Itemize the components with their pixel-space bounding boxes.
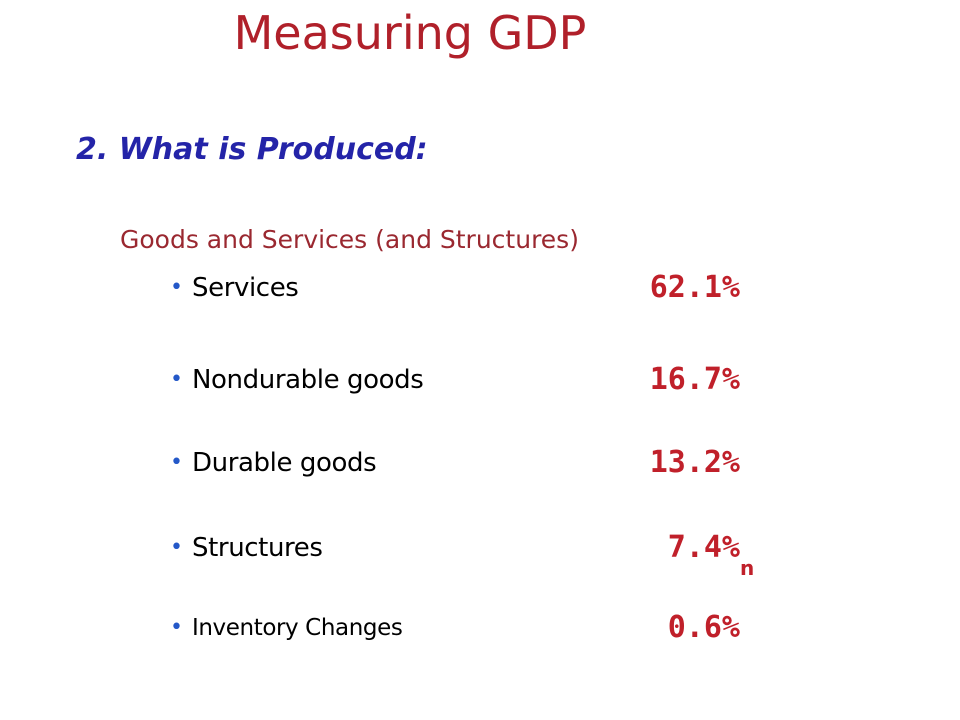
item-label: Inventory Changes: [192, 615, 403, 641]
list-item-services: • Services 62.1%: [170, 268, 790, 308]
footnote-marker: n: [740, 556, 755, 580]
item-label: Services: [192, 273, 299, 303]
list-item-structures: • Structures 7.4%: [170, 528, 790, 568]
item-label: Nondurable goods: [192, 365, 424, 395]
item-label: Structures: [192, 533, 323, 563]
slide-title: Measuring GDP: [233, 6, 587, 60]
list-item-inventory-changes: • Inventory Changes 0.6%: [170, 608, 790, 648]
list-item-durable-goods: • Durable goods 13.2%: [170, 443, 790, 483]
bullet-icon: •: [170, 367, 183, 392]
list-item-nondurable-goods: • Nondurable goods 16.7%: [170, 360, 790, 400]
bullet-icon: •: [170, 450, 183, 475]
item-value: 16.7%: [649, 362, 740, 397]
item-value: 62.1%: [649, 270, 740, 305]
bullet-icon: •: [170, 275, 183, 300]
item-value: 7.4%: [667, 530, 740, 565]
section-heading: 2. What is Produced:: [76, 132, 428, 167]
item-label: Durable goods: [192, 448, 377, 478]
item-value: 13.2%: [649, 445, 740, 480]
bullet-icon: •: [170, 535, 183, 560]
item-value: 0.6%: [667, 610, 740, 645]
bullet-icon: •: [170, 615, 183, 640]
section-subheading: Goods and Services (and Structures): [120, 225, 579, 254]
